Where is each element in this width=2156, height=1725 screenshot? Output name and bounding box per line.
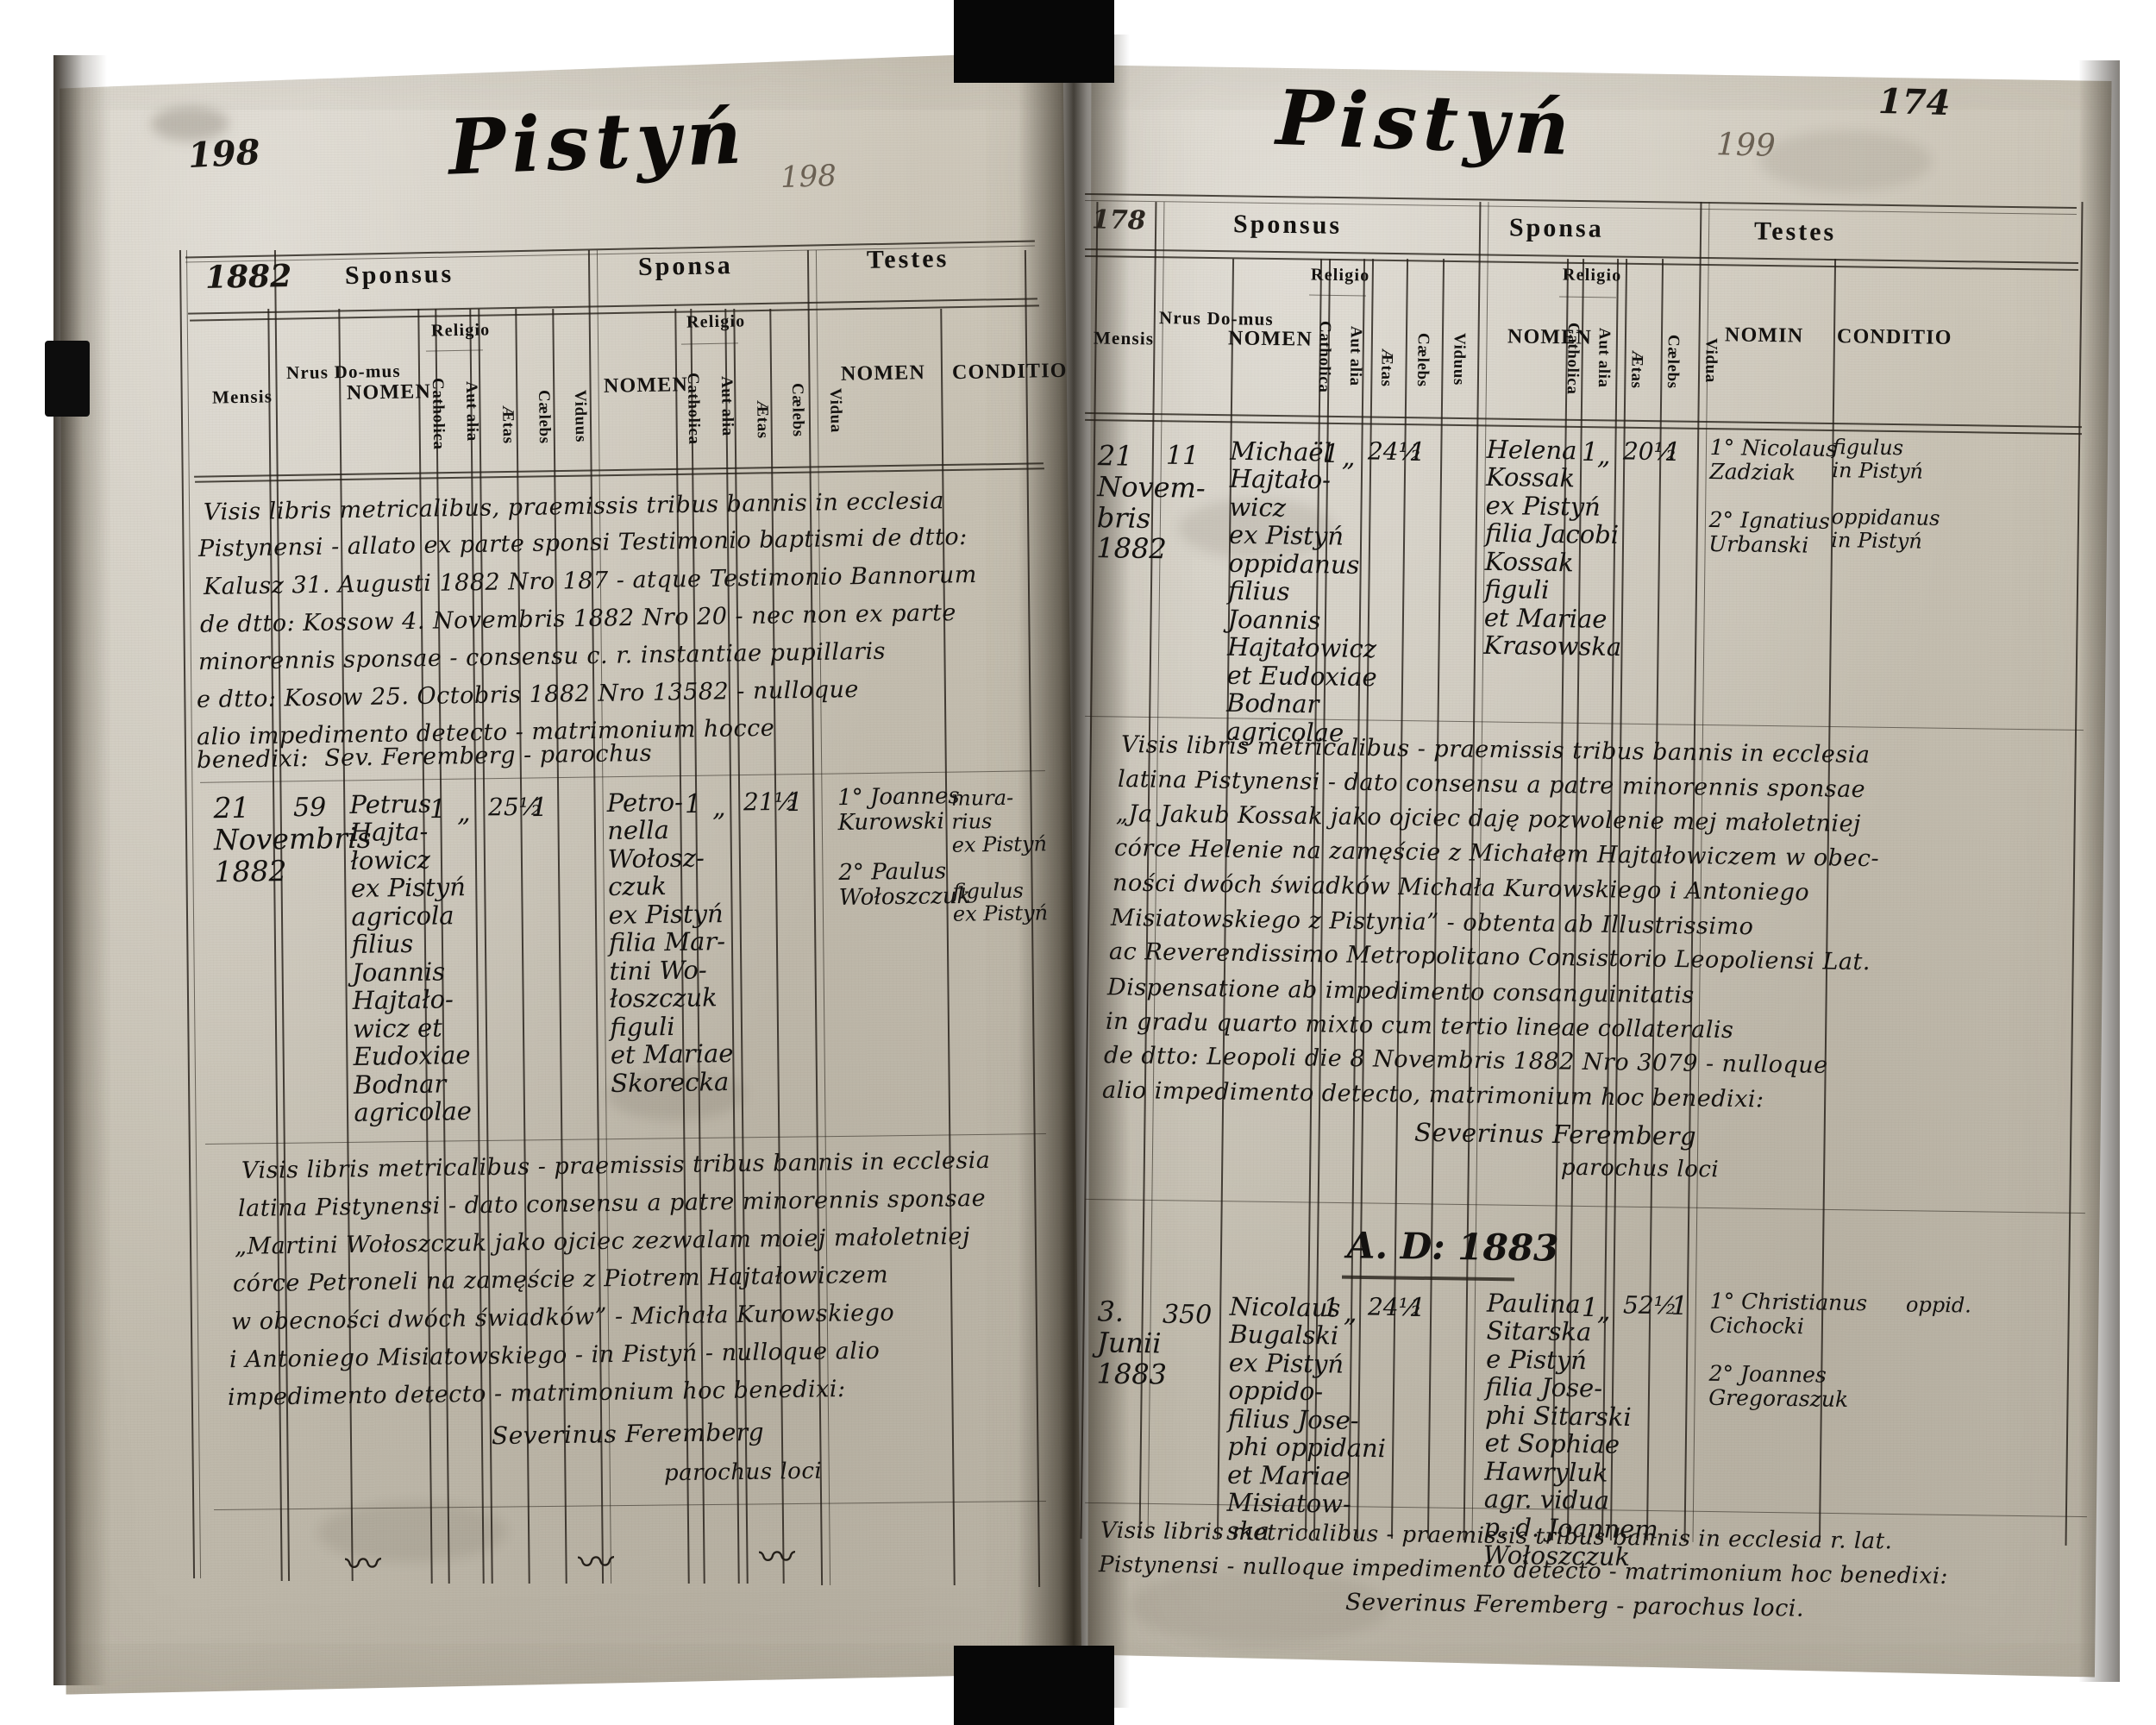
left-entry-sponsus-aut-alia: „	[456, 797, 471, 829]
column-mensis-right: Mensis	[1093, 327, 1155, 349]
right-entry-1883-sponsus-aut-alia: „	[1343, 1297, 1357, 1329]
column-group-sponsus-right: Sponsus	[1232, 210, 1343, 240]
left-entry-sponsa-caelebs: 1	[786, 787, 804, 819]
left-note-line: benedixi: Sev. Feremberg - parochus	[196, 739, 653, 775]
column-viduus-sponsus-left: Viduus	[570, 389, 591, 443]
column-religio-sponsa-left: Religio	[686, 311, 746, 332]
right-entry-1882-sponsus-aut-alia: „	[1341, 442, 1356, 474]
right-entry-1882-nrus-domus: 11	[1165, 440, 1200, 472]
column-nomen-sponsus-right: NOMEN	[1227, 327, 1313, 351]
year-divider-1883: A. D: 1883	[1346, 1224, 1559, 1270]
right-entry-1883-sponsa-vidua: 1	[1670, 1290, 1689, 1322]
page-title-left: Pistyń	[447, 91, 749, 192]
flourish-mark: 〰	[577, 1540, 615, 1584]
right-entry-1882-sponsa-catholica: 1	[1581, 436, 1599, 468]
column-testes-conditio-right: CONDITIO	[1836, 325, 1952, 349]
column-religio-sponsus-right: Religio	[1310, 265, 1370, 285]
left-entry-sponsus-caelebs: 1	[530, 792, 548, 824]
column-caelebs-sponsus-left: Cælebs	[534, 389, 555, 444]
column-testes-nomen-left: NOMEN	[840, 361, 926, 386]
column-caelebs-sponsa-left: Cælebs	[787, 382, 808, 437]
left-entry-sponsa-catholica: 1	[684, 788, 702, 820]
right-entry-1883-sponsus-catholica: 1	[1322, 1292, 1340, 1324]
column-nomen-sponsus-left: NOMEN	[346, 380, 432, 405]
left-footer-signature-title: parochus loci	[663, 1458, 823, 1487]
column-vidua-sponsa-right: Vidua	[1702, 337, 1720, 384]
column-nrus-domus-right: Nrus Do-mus	[1158, 307, 1274, 329]
column-religio-sponsus-left: Religio	[430, 320, 491, 341]
column-catholica-sponsus-right: Catholica	[1314, 320, 1334, 393]
right-entry-1883-sponsus-caelebs: 1	[1408, 1292, 1426, 1324]
column-aut-alia-sponsus-right: Aut alia	[1345, 325, 1365, 386]
right-entry-1883-testes-conditio: oppid.	[1905, 1292, 1972, 1318]
column-mensis-left: Mensis	[211, 386, 273, 408]
column-group-testes-left: Testes	[866, 244, 950, 274]
folio-number-left-pencil: 198	[780, 158, 837, 196]
right-entry-1883-mensis: 3. Junii 1883	[1096, 1295, 1168, 1391]
right-note-1882-signature-title: parochus loci	[1560, 1154, 1720, 1183]
column-nomen-sponsa-left: NOMEN	[603, 373, 689, 398]
column-aut-alia-sponsa-left: Aut alia	[717, 375, 737, 436]
column-nrus-domus-left: Nrus Do-mus	[285, 360, 401, 384]
folio-number-right: 174	[1877, 80, 1952, 124]
left-entry-sponsa-aut-alia: „	[711, 792, 726, 824]
column-aetas-sponsus-right: Ætas	[1377, 348, 1396, 387]
column-catholica-sponsa-right: Catholica	[1563, 322, 1583, 395]
column-viduus-sponsus-right: Viduus	[1449, 332, 1469, 386]
left-footer-signature: Severinus Feremberg	[491, 1417, 765, 1451]
column-religio-sponsa-right: Religio	[1562, 265, 1622, 285]
left-entry-sponsus-catholica: 1	[429, 794, 447, 825]
right-entry-1883-sponsa-aut-alia: „	[1596, 1295, 1611, 1327]
right-note-1883-signature: Severinus Feremberg - parochus loci.	[1344, 1589, 1805, 1622]
paper-blot	[1759, 130, 1932, 191]
column-group-testes-right: Testes	[1753, 216, 1837, 247]
column-caelebs-sponsa-right: Cælebs	[1663, 334, 1683, 389]
column-group-sponsa-left: Sponsa	[637, 251, 734, 281]
column-testes-conditio-left: CONDITIO	[951, 359, 1068, 385]
right-entry-1882-sponsus-nomen: Michaël Hajtało- wicz ex Pistyń oppidanu…	[1225, 436, 1377, 748]
spine-clamp-top	[954, 0, 1114, 83]
right-entry-1883-sponsa-aetas: 52½	[1622, 1290, 1678, 1320]
column-catholica-sponsa-left: Catholica	[683, 372, 704, 445]
column-catholica-sponsus-left: Catholica	[428, 377, 448, 450]
right-entry-1882-testes-conditio: figulus in Pistyń oppidanus in Pistyń	[1831, 435, 1940, 554]
right-entry-1883-nrus-domus: 350	[1162, 1299, 1213, 1331]
right-entry-1883-testes-nomen: 1° Christianus Cichocki 2° Joannes Grego…	[1708, 1288, 1868, 1412]
flourish-mark: 〰	[758, 1535, 796, 1579]
spine-clamp-bottom	[954, 1646, 1114, 1725]
column-aetas-sponsa-left: Ætas	[753, 399, 772, 439]
column-aetas-sponsa-right: Ætas	[1627, 349, 1646, 389]
year-box-left: 1882	[204, 258, 292, 296]
folio-number-left: 198	[186, 131, 261, 177]
column-aetas-sponsus-left: Ætas	[498, 405, 517, 444]
column-vidua-sponsa-left: Vidua	[825, 387, 845, 434]
right-entry-1882-sponsus-catholica: 1	[1322, 438, 1340, 470]
left-entry-nrus-domus: 59	[292, 792, 327, 824]
column-group-sponsus-left: Sponsus	[344, 259, 454, 291]
column-aut-alia-sponsus-left: Aut alia	[461, 380, 482, 442]
column-testes-nomen-right: NOMIN	[1724, 323, 1804, 348]
right-entry-1882-sponsus-caelebs: 1	[1408, 436, 1426, 468]
column-group-sponsa-right: Sponsa	[1508, 213, 1604, 243]
left-entry-sponsa-nomen: Petro- nella Wołosz- czuk ex Pistyń fili…	[606, 787, 734, 1098]
page-title-right: Pistyń	[1275, 72, 1577, 173]
flourish-mark: 〰	[344, 1542, 382, 1586]
right-entry-1882-sponsa-aut-alia: „	[1596, 440, 1611, 472]
right-entry-1883-sponsus-nomen: Nicolaus Bugalski ex Pistyń oppido- fili…	[1225, 1291, 1387, 1546]
right-entry-1882-sponsa-caelebs: 1	[1664, 436, 1682, 468]
page-clip	[45, 341, 90, 417]
right-page-edge-shadow	[2078, 60, 2120, 1682]
folio-number-right-margin: 178	[1091, 204, 1146, 236]
folio-number-right-pencil: 199	[1715, 127, 1777, 164]
left-page-edge-shadow	[53, 55, 107, 1685]
left-entry-testes-conditio: mura- rius ex Pistyń figulus ex Pistyń	[950, 785, 1049, 927]
left-entry-sponsus-nomen: Petrus Hajta- łowicz ex Pistyń agricola …	[349, 788, 473, 1128]
right-entry-1883-sponsa-catholica: 1	[1581, 1292, 1599, 1324]
column-aut-alia-sponsa-right: Aut alia	[1594, 327, 1614, 388]
right-entry-1882-testes-nomen: 1° Nicolaus Zadziak 2° Ignatius Urbanski	[1708, 434, 1838, 558]
column-caelebs-sponsus-right: Cælebs	[1413, 332, 1432, 387]
